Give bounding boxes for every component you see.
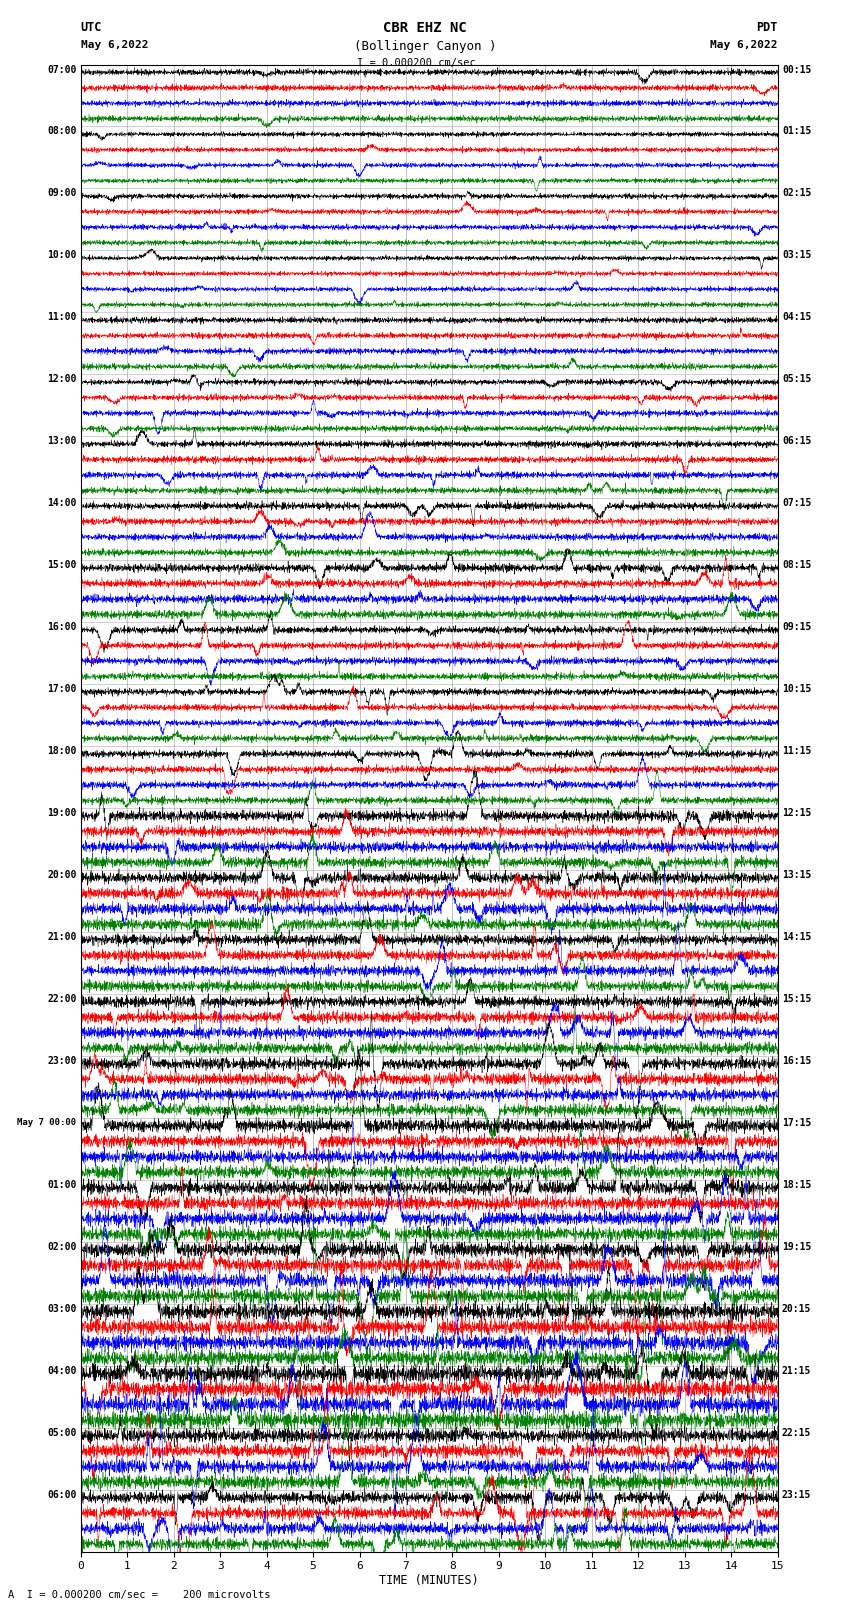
X-axis label: TIME (MINUTES): TIME (MINUTES) <box>379 1574 479 1587</box>
Text: 22:15: 22:15 <box>782 1428 812 1437</box>
Text: May 6,2022: May 6,2022 <box>81 40 148 50</box>
Text: 08:00: 08:00 <box>47 126 76 137</box>
Text: 05:15: 05:15 <box>782 374 812 384</box>
Text: 16:00: 16:00 <box>47 623 76 632</box>
Text: 15:15: 15:15 <box>782 994 812 1003</box>
Text: 21:00: 21:00 <box>47 932 76 942</box>
Text: 04:15: 04:15 <box>782 313 812 323</box>
Text: 15:00: 15:00 <box>47 560 76 571</box>
Text: 08:15: 08:15 <box>782 560 812 571</box>
Text: 01:00: 01:00 <box>47 1181 76 1190</box>
Text: 20:00: 20:00 <box>47 869 76 881</box>
Text: 10:00: 10:00 <box>47 250 76 260</box>
Text: 09:00: 09:00 <box>47 189 76 198</box>
Text: A  I = 0.000200 cm/sec =    200 microvolts: A I = 0.000200 cm/sec = 200 microvolts <box>8 1590 271 1600</box>
Text: 02:00: 02:00 <box>47 1242 76 1252</box>
Text: 19:15: 19:15 <box>782 1242 812 1252</box>
Text: 07:15: 07:15 <box>782 498 812 508</box>
Text: 20:15: 20:15 <box>782 1303 812 1315</box>
Text: 03:00: 03:00 <box>47 1303 76 1315</box>
Text: 14:15: 14:15 <box>782 932 812 942</box>
Text: 05:00: 05:00 <box>47 1428 76 1437</box>
Text: May 7 00:00: May 7 00:00 <box>17 1118 76 1127</box>
Text: 12:00: 12:00 <box>47 374 76 384</box>
Text: 00:15: 00:15 <box>782 65 812 74</box>
Text: 01:15: 01:15 <box>782 126 812 137</box>
Text: 03:15: 03:15 <box>782 250 812 260</box>
Text: 23:00: 23:00 <box>47 1057 76 1066</box>
Text: 11:00: 11:00 <box>47 313 76 323</box>
Text: 16:15: 16:15 <box>782 1057 812 1066</box>
Text: 18:00: 18:00 <box>47 747 76 756</box>
Text: May 6,2022: May 6,2022 <box>711 40 778 50</box>
Text: 14:00: 14:00 <box>47 498 76 508</box>
Text: 07:00: 07:00 <box>47 65 76 74</box>
Text: UTC: UTC <box>81 21 102 34</box>
Text: 10:15: 10:15 <box>782 684 812 694</box>
Text: 17:15: 17:15 <box>782 1118 812 1127</box>
Text: 13:15: 13:15 <box>782 869 812 881</box>
Text: 22:00: 22:00 <box>47 994 76 1003</box>
Text: 12:15: 12:15 <box>782 808 812 818</box>
Text: 09:15: 09:15 <box>782 623 812 632</box>
Text: 18:15: 18:15 <box>782 1181 812 1190</box>
Text: I = 0.000200 cm/sec: I = 0.000200 cm/sec <box>357 58 476 68</box>
Text: 19:00: 19:00 <box>47 808 76 818</box>
Text: (Bollinger Canyon ): (Bollinger Canyon ) <box>354 40 496 53</box>
Text: 13:00: 13:00 <box>47 436 76 447</box>
Text: PDT: PDT <box>756 21 778 34</box>
Text: 21:15: 21:15 <box>782 1366 812 1376</box>
Text: 06:00: 06:00 <box>47 1490 76 1500</box>
Text: 17:00: 17:00 <box>47 684 76 694</box>
Text: 02:15: 02:15 <box>782 189 812 198</box>
Text: CBR EHZ NC: CBR EHZ NC <box>383 21 467 35</box>
Text: 06:15: 06:15 <box>782 436 812 447</box>
Text: 23:15: 23:15 <box>782 1490 812 1500</box>
Text: 04:00: 04:00 <box>47 1366 76 1376</box>
Text: 11:15: 11:15 <box>782 747 812 756</box>
